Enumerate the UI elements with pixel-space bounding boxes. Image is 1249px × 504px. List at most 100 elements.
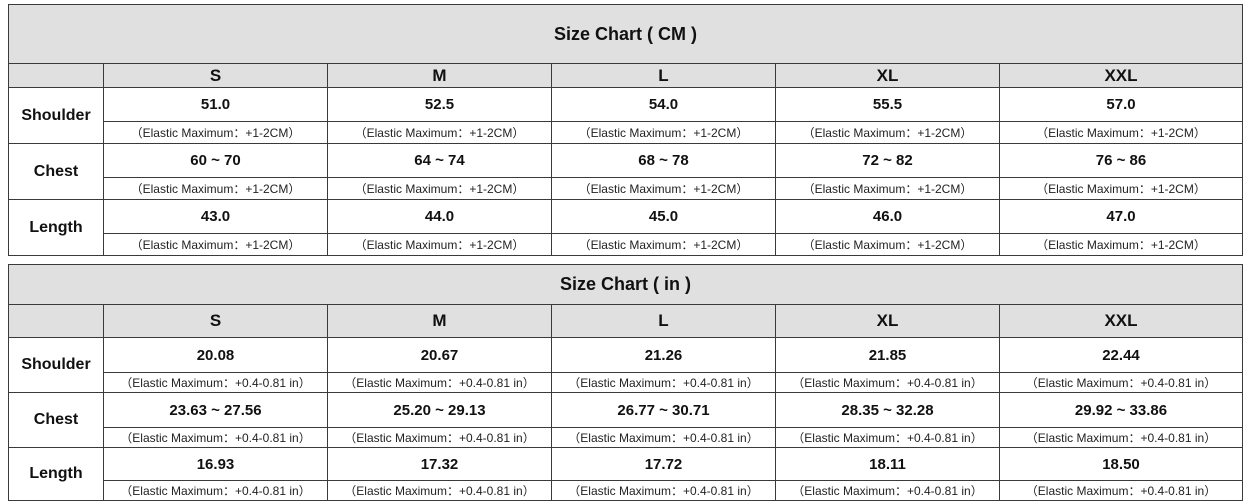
elastic-note-text: （Elastic Maximum：+0.4-0.81 in）	[344, 484, 535, 498]
elastic-note-text: （Elastic Maximum：+0.4-0.81 in）	[1025, 431, 1217, 445]
elastic-note-text: （Elastic Maximum：+0.4-0.81 in）	[1025, 484, 1217, 498]
elastic-note: （Elastic Maximum：+1-2CM）	[775, 121, 1000, 144]
measurement-value-text: 51.0	[200, 96, 231, 113]
measurement-value-text: 23.63 ~ 27.56	[169, 401, 262, 419]
elastic-note: （Elastic Maximum：+1-2CM）	[999, 233, 1243, 256]
row-label-text: Chest	[33, 162, 79, 180]
size-header: L	[551, 304, 776, 338]
measurement-value-text: 72 ~ 82	[862, 152, 913, 169]
measurement-value-text: 44.0	[424, 208, 455, 225]
elastic-note-text: （Elastic Maximum：+1-2CM）	[578, 126, 749, 140]
measurement-value-text: 22.44	[1102, 346, 1140, 364]
measurement-value: 47.0	[999, 199, 1243, 234]
size-header: S	[103, 304, 328, 338]
elastic-note: （Elastic Maximum：+0.4-0.81 in）	[327, 427, 552, 448]
elastic-note: （Elastic Maximum：+0.4-0.81 in）	[103, 427, 328, 448]
measurement-value-text: 25.20 ~ 29.13	[393, 401, 486, 419]
elastic-note: （Elastic Maximum：+1-2CM）	[103, 121, 328, 144]
measurement-value: 46.0	[775, 199, 1000, 234]
elastic-note: （Elastic Maximum：+0.4-0.81 in）	[327, 372, 552, 393]
elastic-note-text: （Elastic Maximum：+0.4-0.81 in）	[568, 431, 759, 445]
measurement-value: 16.93	[103, 447, 328, 481]
elastic-note: （Elastic Maximum：+1-2CM）	[327, 233, 552, 256]
elastic-note: （Elastic Maximum：+1-2CM）	[103, 233, 328, 256]
elastic-note-text: （Elastic Maximum：+1-2CM）	[130, 126, 301, 140]
elastic-note: （Elastic Maximum：+0.4-0.81 in）	[103, 372, 328, 393]
elastic-note-text: （Elastic Maximum：+0.4-0.81 in）	[568, 376, 759, 390]
measurement-value: 20.08	[103, 337, 328, 373]
measurement-value-text: 55.5	[872, 96, 903, 113]
elastic-note: （Elastic Maximum：+0.4-0.81 in）	[551, 372, 776, 393]
measurement-value-text: 45.0	[648, 208, 679, 225]
measurement-value-text: 29.92 ~ 33.86	[1074, 401, 1168, 419]
measurement-value-text: 43.0	[200, 208, 231, 225]
size-header: XXL	[999, 63, 1243, 88]
elastic-note: （Elastic Maximum：+0.4-0.81 in）	[999, 480, 1243, 501]
measurement-value: 23.63 ~ 27.56	[103, 392, 328, 428]
measurement-value-text: 46.0	[872, 208, 903, 225]
measurement-value: 57.0	[999, 87, 1243, 122]
measurement-value: 18.50	[999, 447, 1243, 481]
size-header-text: M	[432, 65, 447, 85]
elastic-note-text: （Elastic Maximum：+1-2CM）	[130, 182, 301, 196]
elastic-note-text: （Elastic Maximum：+1-2CM）	[578, 182, 749, 196]
size-header-text: XL	[876, 311, 899, 330]
elastic-note-text: （Elastic Maximum：+1-2CM）	[802, 182, 973, 196]
measurement-value-text: 20.08	[196, 346, 235, 364]
row-label-text: Shoulder	[21, 106, 91, 124]
measurement-value: 44.0	[327, 199, 552, 234]
elastic-note: （Elastic Maximum：+0.4-0.81 in）	[775, 372, 1000, 393]
elastic-note: （Elastic Maximum：+0.4-0.81 in）	[327, 480, 552, 501]
size-header: M	[327, 63, 552, 88]
corner-cell	[8, 63, 104, 88]
measurement-value-text: 17.32	[420, 455, 459, 473]
measurement-value-text: 76 ~ 86	[1095, 152, 1147, 169]
elastic-note-text: （Elastic Maximum：+0.4-0.81 in）	[792, 484, 983, 498]
elastic-note: （Elastic Maximum：+1-2CM）	[551, 233, 776, 256]
elastic-note-text: （Elastic Maximum：+1-2CM）	[802, 238, 973, 252]
elastic-note-text: （Elastic Maximum：+1-2CM）	[354, 238, 525, 252]
size-header-text: L	[658, 311, 669, 330]
measurement-value-text: 47.0	[1106, 208, 1136, 225]
measurement-value: 43.0	[103, 199, 328, 234]
measurement-value-text: 18.11	[869, 455, 906, 473]
table-title-text: Size Chart ( in )	[559, 274, 691, 294]
elastic-note-text: （Elastic Maximum：+1-2CM）	[354, 182, 525, 196]
elastic-note: （Elastic Maximum：+1-2CM）	[551, 177, 776, 200]
elastic-note-text: （Elastic Maximum：+1-2CM）	[1036, 126, 1206, 140]
measurement-value: 17.72	[551, 447, 776, 481]
row-label-text: Length	[29, 218, 83, 236]
elastic-note: （Elastic Maximum：+1-2CM）	[327, 177, 552, 200]
measurement-value: 76 ~ 86	[999, 143, 1243, 178]
size-header: M	[327, 304, 552, 338]
elastic-note: （Elastic Maximum：+0.4-0.81 in）	[999, 427, 1243, 448]
measurement-value-text: 28.35 ~ 32.28	[841, 401, 934, 419]
size-header: XL	[775, 304, 1000, 338]
size-header-text: S	[209, 311, 222, 330]
measurement-value-text: 16.93	[196, 455, 235, 473]
size-header-text: L	[658, 65, 669, 85]
measurement-value: 45.0	[551, 199, 776, 234]
elastic-note-text: （Elastic Maximum：+0.4-0.81 in）	[1025, 376, 1217, 390]
elastic-note: （Elastic Maximum：+0.4-0.81 in）	[775, 480, 1000, 501]
elastic-note: （Elastic Maximum：+0.4-0.81 in）	[775, 427, 1000, 448]
size-header-text: M	[432, 311, 447, 330]
row-label: Chest	[8, 392, 104, 448]
measurement-value-text: 18.50	[1102, 455, 1140, 473]
measurement-value-text: 60 ~ 70	[190, 152, 241, 169]
size-header-text: XL	[876, 65, 899, 85]
elastic-note-text: （Elastic Maximum：+1-2CM）	[802, 126, 973, 140]
elastic-note-text: （Elastic Maximum：+1-2CM）	[578, 238, 749, 252]
measurement-value: 54.0	[551, 87, 776, 122]
table-title: Size Chart ( CM )	[8, 4, 1243, 64]
measurement-value: 26.77 ~ 30.71	[551, 392, 776, 428]
elastic-note: （Elastic Maximum：+1-2CM）	[775, 177, 1000, 200]
measurement-value: 28.35 ~ 32.28	[775, 392, 1000, 428]
corner-cell	[8, 304, 104, 338]
measurement-value-text: 26.77 ~ 30.71	[617, 401, 710, 419]
measurement-value: 52.5	[327, 87, 552, 122]
measurement-value: 55.5	[775, 87, 1000, 122]
elastic-note: （Elastic Maximum：+0.4-0.81 in）	[999, 372, 1243, 393]
measurement-value: 22.44	[999, 337, 1243, 373]
